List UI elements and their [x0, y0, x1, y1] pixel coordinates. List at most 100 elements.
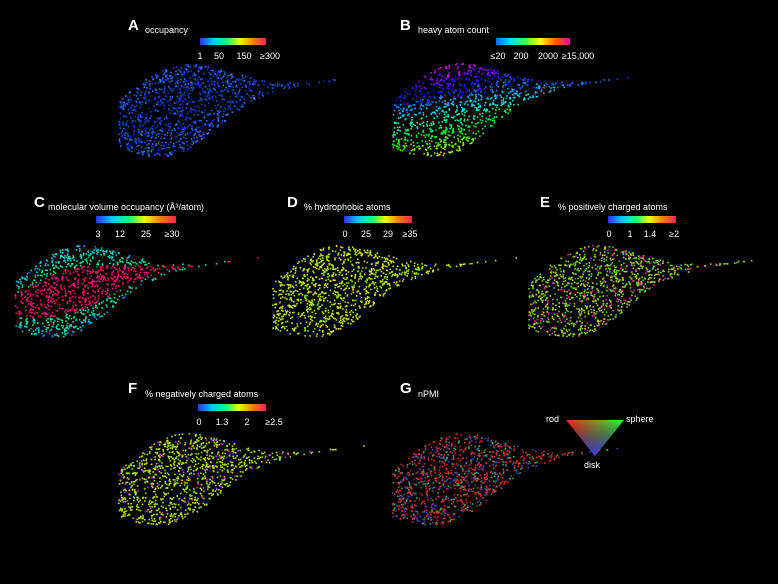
- scatter-point: [396, 145, 399, 148]
- scatter-point: [357, 258, 359, 260]
- scatter-point: [611, 254, 613, 257]
- scatter-point: [253, 97, 255, 99]
- scatter-point: [321, 269, 324, 271]
- scatter-point: [305, 294, 307, 297]
- scatter-point: [443, 141, 445, 143]
- scatter-point: [281, 322, 284, 324]
- scatter-point: [29, 293, 32, 295]
- scatter-point: [326, 266, 329, 268]
- scatter-point: [381, 263, 384, 265]
- scatter-point: [63, 260, 65, 262]
- scatter-point: [434, 263, 437, 265]
- scatter-point: [165, 115, 168, 118]
- scatter-point: [507, 112, 509, 114]
- scatter-point: [138, 144, 140, 147]
- scatter-point: [142, 276, 144, 279]
- scatter-point: [396, 281, 398, 283]
- scatter-point: [196, 140, 198, 142]
- scatter-point: [445, 119, 448, 121]
- scatter-point: [39, 279, 42, 281]
- scatter-point: [726, 263, 729, 265]
- scatter-point: [35, 332, 37, 335]
- scatter-point: [568, 85, 571, 87]
- scatter-point: [364, 297, 367, 300]
- scatter-point: [719, 263, 722, 265]
- scatter-point: [48, 324, 50, 326]
- scatter-point: [460, 121, 462, 124]
- scatter-point: [52, 264, 54, 267]
- scatter-point: [520, 78, 522, 81]
- scatter-point: [319, 293, 321, 295]
- scatter-point: [156, 75, 158, 77]
- scatter-point: [240, 83, 242, 86]
- scatter-point: [179, 99, 181, 102]
- scatter-point: [300, 284, 302, 287]
- scatter-point: [489, 119, 492, 121]
- scatter-point: [275, 290, 277, 293]
- scatter-point: [57, 335, 60, 337]
- scatter-point: [80, 301, 82, 303]
- scatter-point: [168, 100, 171, 102]
- scatter-point: [596, 283, 598, 285]
- scatter-point: [461, 84, 464, 87]
- scatter-point: [312, 284, 315, 286]
- scatter-point: [648, 260, 650, 263]
- scatter-point: [30, 302, 32, 305]
- scatter-point: [246, 93, 248, 95]
- scatter-point: [143, 271, 146, 274]
- scatter-point: [209, 129, 211, 131]
- scatter-point: [437, 143, 439, 146]
- scatter-point: [69, 285, 72, 288]
- scatter-point: [183, 91, 186, 94]
- scatter-point: [635, 299, 638, 301]
- scatter-point: [440, 127, 443, 129]
- scatter-point: [195, 129, 197, 132]
- scatter-point: [117, 271, 119, 273]
- scatter-point: [540, 82, 543, 84]
- scatter-point: [495, 72, 498, 74]
- scatter-point: [474, 75, 476, 78]
- scatter-point: [496, 84, 498, 87]
- scatter-point: [337, 328, 340, 330]
- scatter-point: [202, 135, 204, 137]
- scatter-point: [335, 319, 338, 321]
- scatter-point: [421, 268, 423, 270]
- scatter-point: [687, 271, 690, 273]
- scatter-point: [308, 286, 311, 289]
- scatter-point: [286, 329, 288, 332]
- scatter-point: [542, 276, 545, 279]
- scatter-point: [235, 84, 238, 87]
- scatter-point: [309, 285, 311, 288]
- scatter-point: [521, 85, 524, 88]
- scatter-point: [50, 320, 52, 323]
- scatter-point: [605, 268, 607, 270]
- scatter-point: [136, 145, 139, 147]
- scatter-point: [475, 89, 478, 92]
- scatter-point: [314, 312, 317, 315]
- scatter-point: [105, 250, 108, 252]
- scatter-point: [90, 253, 92, 255]
- scatter-point: [373, 302, 375, 304]
- scatter-point: [468, 115, 470, 118]
- scatter-point: [497, 86, 499, 88]
- scatter-point: [307, 290, 310, 293]
- scatter-point: [222, 75, 225, 78]
- scatter-point: [322, 312, 325, 315]
- scatter-point: [136, 152, 139, 154]
- scatter-point: [293, 294, 296, 297]
- scatter-point: [252, 83, 254, 85]
- scatter-point: [373, 283, 375, 286]
- scatter-point: [191, 129, 194, 131]
- scatter-point: [359, 307, 361, 309]
- scatter-point: [483, 69, 485, 71]
- scatter-point: [228, 84, 230, 87]
- scatter-point: [346, 278, 348, 280]
- scatter-point: [458, 72, 461, 74]
- scatter-point: [472, 85, 474, 88]
- scatter-point: [371, 282, 373, 285]
- scatter-point: [429, 103, 432, 105]
- scatter-point: [398, 109, 400, 112]
- scatter-point: [187, 82, 189, 85]
- scatter-point: [198, 131, 201, 133]
- scatter-point: [407, 265, 410, 268]
